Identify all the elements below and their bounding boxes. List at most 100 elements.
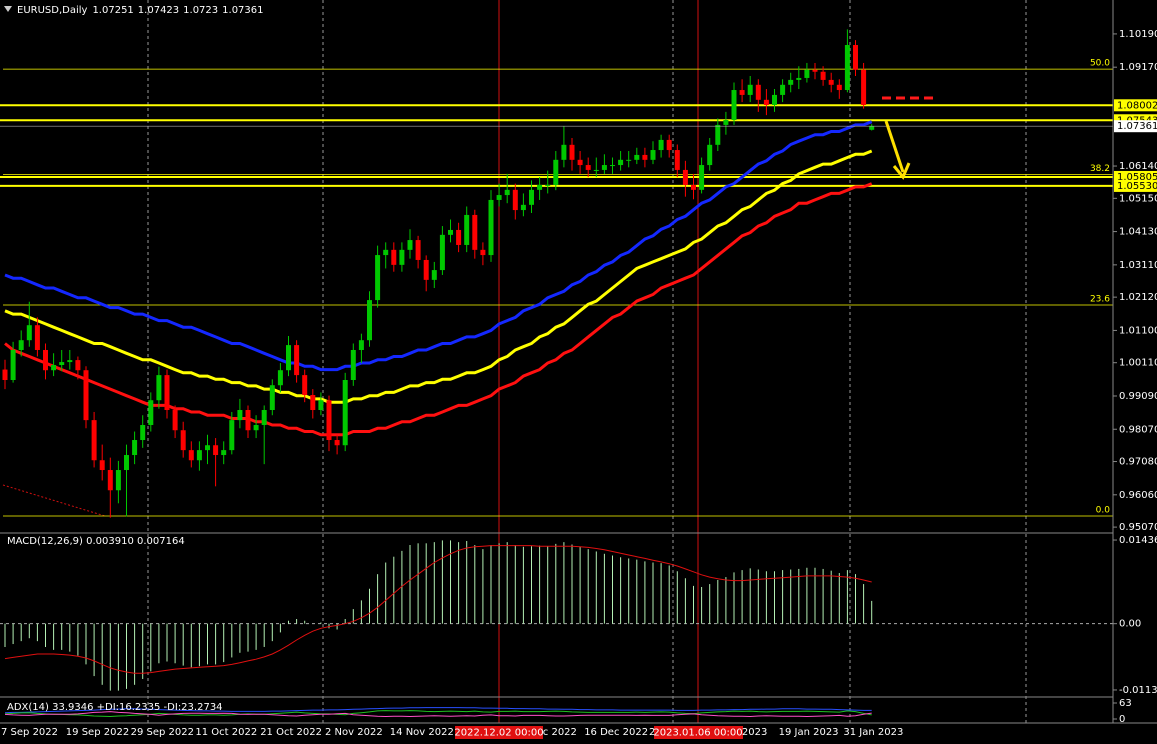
candle-body (172, 410, 178, 431)
x-tick-label: 19 Sep 2022 (66, 727, 129, 738)
y-tick-label: 1.04130 (1119, 227, 1157, 238)
candle-body (610, 165, 615, 167)
candle-body (423, 259, 429, 280)
time-label-box (455, 726, 543, 739)
candle-body (34, 325, 40, 350)
candle-body (731, 90, 737, 121)
candle-body (836, 84, 842, 91)
macd-header: MACD(12,26,9) 0.003910 0.007164 (7, 536, 185, 547)
time-label-box (654, 726, 742, 739)
symbol-icon (4, 6, 12, 12)
y-tick-label: 1.06140 (1119, 161, 1157, 172)
candle-body (91, 420, 97, 461)
high: 1.07423 (138, 5, 179, 16)
y-tick-label: 0.014361 (1119, 535, 1157, 546)
candle-body (294, 345, 300, 376)
level-label: 1.05805 (1117, 172, 1157, 183)
candle-body (180, 430, 186, 451)
candle-body (75, 360, 81, 371)
candle-body (682, 169, 688, 185)
x-tick-label: 29 Sep 2022 (131, 727, 194, 738)
x-tick-label: 7 Sep 2022 (1, 727, 58, 738)
candle-body (83, 370, 89, 421)
candle-body (164, 375, 170, 411)
indicator-line (4, 707, 872, 714)
candle-body (448, 229, 453, 235)
candle-body (464, 214, 470, 245)
candle-body (537, 184, 543, 190)
y-tick-label: 0.96060 (1119, 490, 1157, 501)
y-tick-label: 0.97080 (1119, 457, 1157, 468)
x-tick-label: 21 Oct 2022 (260, 727, 322, 738)
candle-body (367, 300, 372, 341)
candle-body (140, 425, 146, 441)
candle-body (253, 425, 259, 431)
y-tick-label: 1.05150 (1119, 193, 1157, 204)
x-tick-label: 11 Oct 2022 (195, 727, 257, 738)
candle-body (115, 470, 121, 491)
candle-body (213, 445, 219, 456)
candle-body (375, 255, 381, 301)
candle-body (650, 150, 656, 160)
candle-body (67, 360, 73, 363)
candle-body (626, 159, 632, 161)
candle-body (391, 249, 397, 265)
candle-body (342, 380, 348, 446)
level-label-box (1114, 179, 1157, 192)
fibo-label: 23.6 (1090, 294, 1110, 304)
candle-body (666, 139, 672, 151)
candle-body (788, 79, 794, 85)
candle-body (707, 144, 713, 166)
y-tick-label: -0.011383 (1119, 685, 1157, 696)
candle-body (691, 184, 696, 190)
candle-body (439, 234, 445, 271)
candle-body (504, 189, 510, 196)
time-label: 2022.12.02 00:00 (454, 728, 543, 739)
x-tick-label: 31 Jan 2023 (843, 727, 903, 738)
y-tick-label: 63 (1119, 698, 1132, 709)
candle-body (601, 165, 607, 170)
candle-body (634, 154, 640, 160)
candle-body (512, 189, 518, 211)
candle-body (277, 370, 283, 386)
candle-body (2, 369, 8, 380)
y-tick-label: 0.00 (1119, 619, 1141, 630)
candle-body (642, 154, 648, 160)
candle-body (383, 249, 389, 256)
candle-body (569, 144, 575, 160)
level-label-box (1114, 99, 1157, 112)
open: 1.07251 (92, 5, 133, 16)
candle-body (334, 440, 340, 446)
candle-body (237, 410, 243, 421)
candle-body (715, 124, 721, 145)
y-tick-label: 1.09170 (1119, 62, 1157, 73)
candle-body (156, 375, 162, 401)
candle-body (407, 240, 413, 250)
candle-body (772, 94, 777, 106)
candle-body (496, 195, 502, 200)
candle-body (415, 240, 421, 260)
fibo-label: 50.0 (1090, 59, 1110, 69)
candle-body (585, 165, 591, 170)
candle-body (399, 249, 405, 265)
candle-body (43, 349, 48, 371)
close: 1.07361 (222, 5, 263, 16)
candle-body (699, 165, 705, 190)
y-tick-label: 0 (1119, 714, 1125, 725)
candle-body (188, 450, 194, 461)
candle-body (577, 159, 583, 166)
candle-body (196, 450, 202, 461)
candle-body (804, 69, 810, 78)
candle-body (358, 340, 364, 350)
y-tick-label: 1.01100 (1119, 325, 1157, 336)
candle-body (755, 84, 761, 100)
low: 1.0723 (183, 5, 218, 16)
candle-body (658, 139, 664, 151)
x-tick-label: 16 Dec 2022 (584, 727, 648, 738)
bid-label-box (1114, 120, 1157, 133)
y-tick-label: 0.98070 (1119, 424, 1157, 435)
adx-header: ADX(14) 33.9346 +DI:16.2335 -DI:23.2734 (7, 702, 223, 713)
candle-body (229, 420, 235, 451)
candle-body (59, 362, 65, 365)
